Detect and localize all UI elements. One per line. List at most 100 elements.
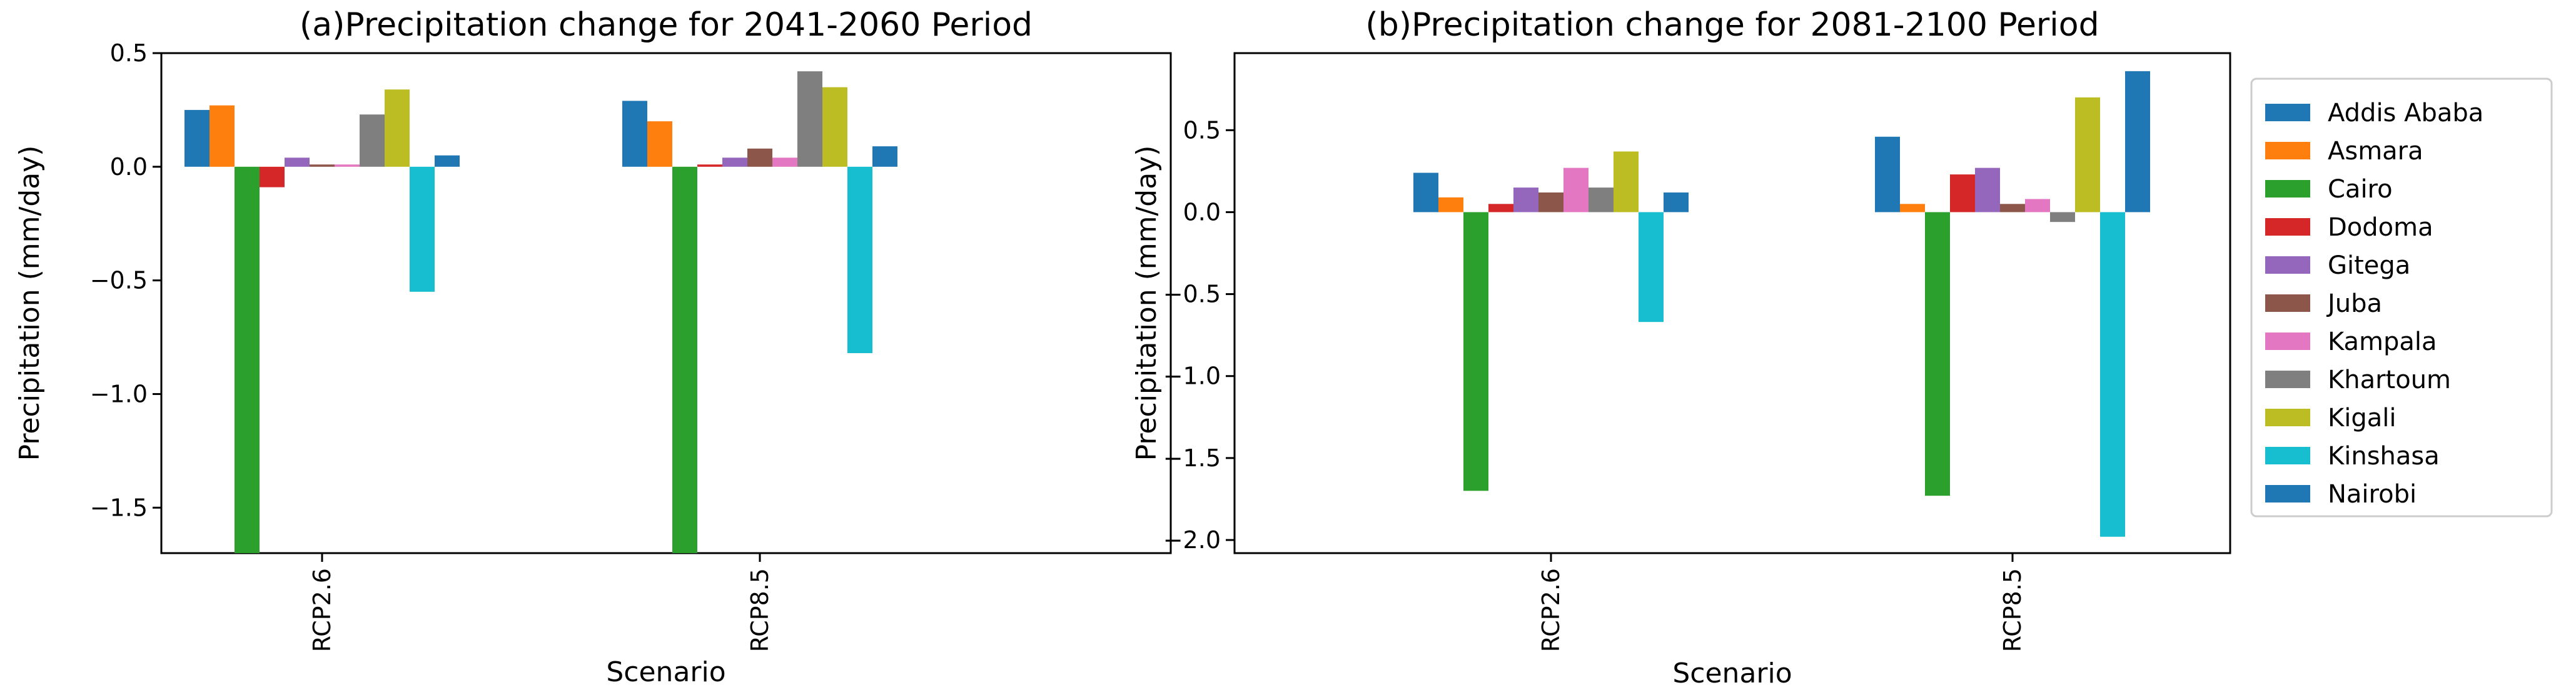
plot-area-frame: [160, 52, 1172, 554]
bar: [2125, 71, 2150, 212]
bar: [2075, 97, 2100, 212]
bar: [2100, 212, 2125, 537]
legend-label: Gitega: [2328, 251, 2410, 280]
bar: [1563, 168, 1589, 212]
bar: [1589, 188, 1614, 212]
legend-label: Kigali: [2328, 404, 2396, 432]
y-tick-label: 0.0: [110, 153, 148, 181]
bar: [1438, 197, 1463, 212]
bar: [1538, 192, 1563, 212]
bar: [285, 158, 310, 167]
y-tick-label: −1.5: [1163, 444, 1221, 472]
bar: [385, 89, 410, 167]
y-tick-label: 0.0: [1183, 198, 1221, 226]
bar: [184, 109, 210, 167]
legend-swatch: [2265, 104, 2310, 121]
bar: [210, 105, 235, 167]
bar: [1614, 151, 1639, 212]
x-axis-label: Scenario: [606, 656, 725, 688]
bar: [360, 114, 385, 167]
bar: [772, 158, 797, 167]
bar: [335, 164, 360, 167]
legend-label: Cairo: [2328, 175, 2393, 204]
bar: [235, 166, 260, 553]
legend-swatch: [2265, 180, 2310, 198]
bar: [1639, 212, 1664, 322]
x-ticks: RCP2.6 RCP8.5: [1537, 553, 2026, 652]
bar: [747, 148, 772, 167]
legend-swatch: [2265, 218, 2310, 236]
bar: [697, 164, 722, 167]
y-axis-label: Precipitation (mm/day): [1131, 146, 1163, 461]
y-tick-label: −0.5: [90, 267, 148, 294]
legend-swatch: [2265, 142, 2310, 159]
y-axis-label: Precipitation (mm/day): [14, 146, 46, 461]
x-tick-label: RCP8.5: [1999, 568, 2026, 652]
bar: [872, 146, 897, 167]
bar: [1925, 212, 1950, 496]
bar: [1875, 136, 1900, 212]
x-tick-label: RCP2.6: [1537, 568, 1565, 652]
y-ticks: 0.5 0.0 −0.5 −1.0 −1.5: [90, 39, 161, 521]
bar: [435, 155, 460, 167]
y-tick-label: −2.0: [1163, 526, 1221, 554]
legend-swatch: [2265, 409, 2310, 426]
chart-title: (a)Precipitation change for 2041-2060 Pe…: [300, 6, 1033, 44]
bars-group: [184, 71, 897, 553]
legend: Addis Ababa Asmara Cairo Dodoma Gitega Juba Ka…: [2250, 78, 2553, 518]
bar: [2000, 204, 2025, 212]
legend-label: Nairobi: [2328, 480, 2417, 509]
legend-label: Juba: [2326, 289, 2382, 318]
y-tick-label: 0.5: [1183, 116, 1221, 144]
x-tick-label: RCP2.6: [308, 568, 336, 652]
bar: [672, 166, 697, 553]
bar: [1463, 212, 1488, 491]
bar: [1900, 204, 1925, 212]
y-ticks: 0.5 0.0 −0.5 −1.0 −1.5 −2.0: [1163, 116, 1235, 554]
plot-area-frame: [1233, 52, 2231, 554]
bar: [797, 71, 822, 167]
panel-b: 0.5 0.0 −0.5 −1.0 −1.5 −2.0 RCP2.6 RCP8.5 (b)P…: [1131, 6, 2231, 689]
bar: [847, 166, 872, 353]
bar: [722, 158, 747, 167]
bar: [622, 101, 647, 167]
chart-title: (b)Precipitation change for 2081-2100 Pe…: [1365, 6, 2099, 44]
bar: [1975, 168, 2000, 212]
bar: [310, 164, 335, 167]
bar: [410, 166, 435, 292]
panel-a: 0.5 0.0 −0.5 −1.0 −1.5 RCP2.6 RCP8.5 (a)Preci…: [14, 6, 1172, 688]
legend-label: Asmara: [2328, 137, 2423, 166]
legend-swatch: [2265, 294, 2310, 312]
x-axis-label: Scenario: [1672, 658, 1792, 689]
legend-label: Addis Ababa: [2328, 99, 2483, 128]
bar: [1950, 174, 1975, 212]
legend-swatch: [2265, 332, 2310, 350]
x-ticks: RCP2.6 RCP8.5: [308, 553, 774, 652]
legend-swatch: [2265, 447, 2310, 464]
y-tick-label: −0.5: [1163, 281, 1221, 308]
y-tick-label: −1.0: [90, 380, 148, 408]
bar: [1513, 188, 1538, 212]
bar: [647, 121, 672, 167]
bars-group: [1413, 71, 2150, 537]
x-tick-label: RCP8.5: [746, 568, 774, 652]
legend-swatch: [2265, 371, 2310, 388]
y-tick-label: −1.0: [1163, 362, 1221, 390]
legend-frame: [2250, 78, 2553, 518]
bar: [1488, 204, 1513, 212]
y-tick-label: −1.5: [90, 494, 148, 521]
bar: [822, 87, 847, 167]
legend-swatch: [2265, 256, 2310, 274]
y-tick-label: 0.5: [110, 39, 148, 67]
bar: [2050, 212, 2075, 222]
bar: [1413, 172, 1438, 212]
legend-label: Kinshasa: [2328, 442, 2440, 471]
bar: [260, 166, 285, 188]
legend-label: Kampala: [2328, 328, 2437, 356]
bar: [1664, 192, 1689, 212]
legend-label: Dodoma: [2328, 213, 2433, 242]
bar: [2025, 199, 2050, 212]
legend-label: Khartoum: [2328, 366, 2451, 394]
legend-swatch: [2265, 485, 2310, 502]
